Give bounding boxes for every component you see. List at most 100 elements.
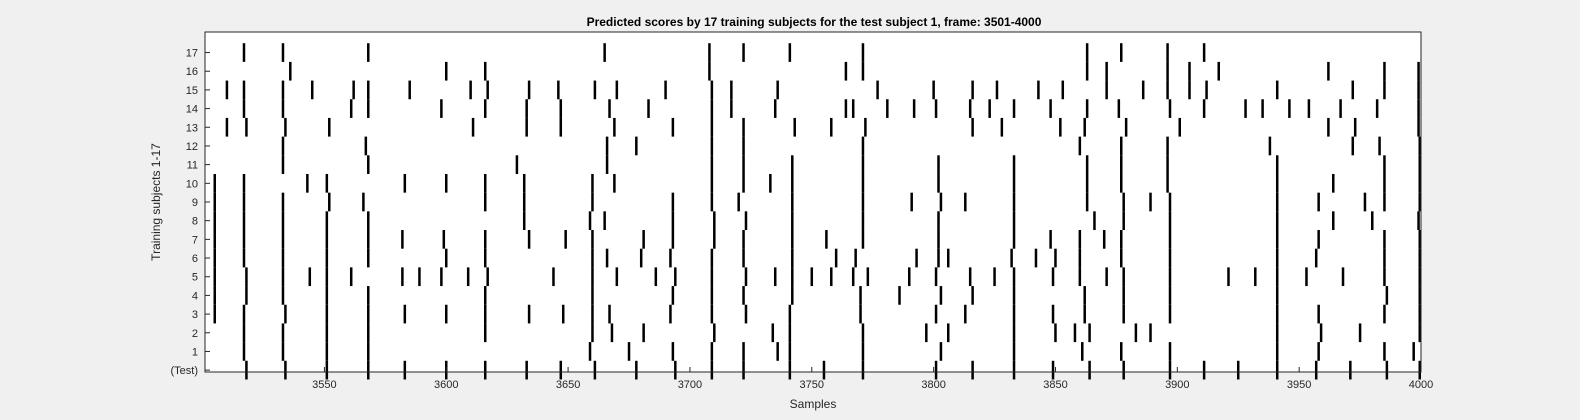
event-bar [647,99,650,118]
event-bar [1012,155,1016,174]
event-bar [1122,360,1125,380]
event-bar [1085,155,1089,174]
event-bar [859,304,862,324]
event-bar [284,360,287,380]
event-bar [1236,360,1240,380]
event-bar [1124,117,1128,137]
event-bar [1385,286,1389,305]
event-bar [788,323,792,343]
event-bar [1168,360,1172,380]
event-bar [773,267,777,287]
event-bar [710,99,714,118]
event-bar [830,117,833,137]
event-bar [325,286,329,305]
event-bar [834,248,838,268]
x-tick-label: 3900 [1165,379,1189,391]
event-bar [1417,211,1420,231]
event-bar [561,304,565,324]
event-bar [825,230,828,249]
event-bar [627,342,631,361]
event-bar [1244,99,1247,118]
event-bar [939,342,943,361]
event-bar [1327,61,1330,81]
event-bar [552,267,555,287]
event-bar [615,267,619,287]
event-bar [1049,99,1052,118]
event-bar [1261,99,1264,118]
event-bar [861,43,865,62]
event-bar [788,342,792,361]
event-bar [1418,323,1421,343]
event-bar [1341,267,1345,287]
event-bar [1120,230,1123,249]
event-bar [445,248,448,268]
event-bar [225,80,229,100]
event-bar [483,61,487,81]
event-bar [1085,192,1089,212]
x-tick-label: 3650 [556,379,580,391]
event-bar [242,80,246,100]
event-bar [483,304,487,324]
event-bar [1307,99,1311,118]
event-bar [408,80,411,100]
event-bar [1034,248,1038,268]
event-bar [861,173,865,193]
event-bar [912,99,916,118]
event-bar [866,267,870,287]
event-bar [525,99,528,118]
x-tick-label: 4000 [1409,379,1433,391]
event-bar [1349,360,1352,380]
event-bar [1305,267,1308,287]
event-bar [1088,360,1091,380]
event-bar [1085,61,1089,81]
event-bar [564,230,567,249]
event-bar [1275,342,1279,361]
event-bar [844,61,848,81]
event-bar [525,360,528,380]
event-bar [886,99,889,118]
event-bar [225,117,229,137]
event-bar [284,304,287,324]
event-bar [1088,323,1091,343]
event-bar [776,80,779,100]
event-bar [1083,117,1086,137]
y-tick-label: 7 [192,234,198,246]
event-bar [1168,211,1172,231]
event-bar [591,248,594,268]
event-bar [937,155,940,174]
event-bar [1275,286,1279,305]
event-bar [710,248,714,268]
x-tick-label: 3950 [1287,379,1311,391]
event-bar [527,304,531,324]
event-bar [671,211,675,231]
y-axis-label: Training subjects 1-17 [149,143,163,261]
plot-area [205,32,1421,372]
event-bar [742,230,745,249]
event-bar [1012,192,1016,212]
event-bar [669,248,672,268]
event-bar [908,267,911,287]
event-bar [742,248,745,268]
event-bar [1051,360,1055,380]
event-bar [791,267,794,287]
event-bar [742,286,745,305]
event-bar [325,304,329,324]
event-bar [281,248,285,268]
event-bar [937,230,940,249]
y-tick-label: 15 [186,85,198,97]
event-bar [486,267,489,287]
event-bar [281,155,285,174]
event-bar [861,155,865,174]
event-bar [1012,304,1016,324]
event-bar [328,117,331,137]
event-bar [1122,286,1125,305]
event-bar [671,230,675,249]
event-bar [742,173,745,193]
event-bar [559,117,563,137]
event-bar [730,80,733,100]
event-bar [771,323,775,343]
event-bar [710,173,714,193]
event-bar [744,211,748,231]
event-bar [483,230,487,249]
event-bar [710,155,714,174]
